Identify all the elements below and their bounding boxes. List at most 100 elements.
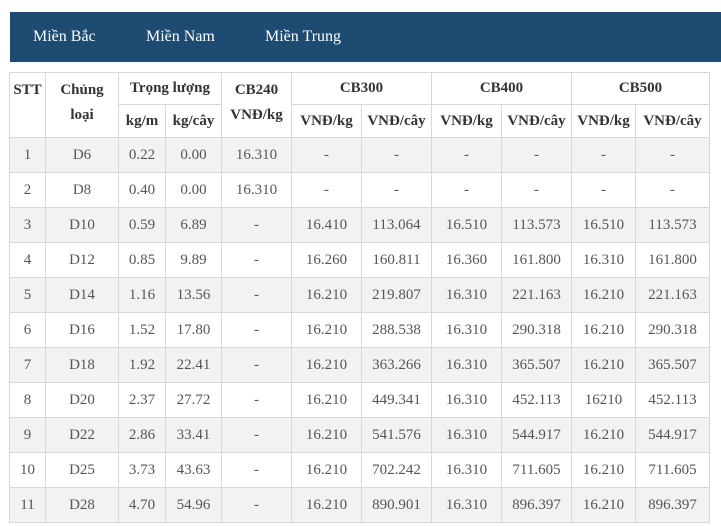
cell-kg-cay: 54.96 — [165, 487, 222, 523]
header-stt: STT — [9, 72, 46, 138]
cell-cb500-vnd-kg: 16.210 — [571, 312, 636, 348]
cell-cb300-vnd-cay: - — [361, 172, 432, 208]
cell-stt: 9 — [9, 417, 46, 453]
cell-kg-cay: 13.56 — [165, 277, 222, 313]
cell-cb300-vnd-cay: 363.266 — [361, 347, 432, 383]
cell-cb500-vnd-cay: 113.573 — [635, 207, 710, 243]
cell-cb300-vnd-kg: 16.260 — [291, 242, 362, 278]
header-kg-cay: kg/cây — [165, 104, 222, 138]
tab-mien-trung[interactable]: Miền Trung — [265, 28, 342, 45]
cell-chung-loai: D20 — [45, 382, 119, 418]
cell-cb500-vnd-cay: - — [635, 137, 710, 173]
cell-chung-loai: D10 — [45, 207, 119, 243]
cell-chung-loai: D12 — [45, 242, 119, 278]
cell-kg-m: 3.73 — [118, 452, 166, 488]
cell-kg-cay: 0.00 — [165, 172, 222, 208]
table-row: 4 D12 0.85 9.89-16.260 160.811 16.360 161.800 1… — [9, 242, 710, 278]
cell-chung-loai: D8 — [45, 172, 119, 208]
cell-cb300-vnd-cay: 541.576 — [361, 417, 432, 453]
cell-kg-m: 4.70 — [118, 487, 166, 523]
tab-mien-bac[interactable]: Miền Bắc — [33, 28, 96, 45]
cell-cb240-vnd-kg: - — [221, 312, 292, 348]
cell-cb500-vnd-kg: 16210 — [571, 382, 636, 418]
header-chung-loai: Chủng loại — [45, 72, 119, 138]
cell-cb500-vnd-cay: 221.163 — [635, 277, 710, 313]
table-row: 8 D20 2.37 27.72-16.210 449.341 16.310 452.113… — [9, 382, 710, 418]
cell-kg-cay: 17.80 — [165, 312, 222, 348]
cell-stt: 3 — [9, 207, 46, 243]
header-cb240: CB240 VNĐ/kg — [221, 72, 292, 138]
cell-cb500-vnd-kg: 16.210 — [571, 487, 636, 523]
cell-cb240-vnd-kg: 16.310 — [221, 172, 292, 208]
cell-kg-cay: 33.41 — [165, 417, 222, 453]
table-row: 3 D10 0.59 6.89-16.410 113.064 16.510 113.573 1… — [9, 207, 710, 243]
cell-stt: 6 — [9, 312, 46, 348]
tab-mien-nam[interactable]: Miền Nam — [146, 28, 215, 45]
cell-cb240-vnd-kg: - — [221, 242, 292, 278]
cell-kg-cay: 27.72 — [165, 382, 222, 418]
cell-cb300-vnd-kg: - — [291, 172, 362, 208]
cell-cb300-vnd-cay: - — [361, 137, 432, 173]
table-row: 9 D22 2.86 33.41-16.210 541.576 16.310 544.917… — [9, 417, 710, 453]
cell-cb400-vnd-cay: 711.605 — [501, 452, 572, 488]
cell-cb500-vnd-kg: 16.210 — [571, 417, 636, 453]
cell-chung-loai: D16 — [45, 312, 119, 348]
cell-cb300-vnd-kg: 16.410 — [291, 207, 362, 243]
cell-kg-m: 1.16 — [118, 277, 166, 313]
cell-cb240-vnd-kg: - — [221, 277, 292, 313]
cell-kg-m: 2.37 — [118, 382, 166, 418]
cell-cb500-vnd-cay: 711.605 — [635, 452, 710, 488]
cell-cb400-vnd-cay: 896.397 — [501, 487, 572, 523]
table-row: 11 D28 4.70 54.96-16.210 890.901 16.310 896.39… — [9, 487, 710, 523]
table-row: 2 D8 0.40 0.00 16.310- - - - - - — [9, 172, 710, 208]
header-cb500-vnd-cay: VNĐ/cây — [635, 104, 710, 138]
cell-kg-m: 1.92 — [118, 347, 166, 383]
cell-cb400-vnd-kg: - — [431, 172, 502, 208]
cell-kg-cay: 9.89 — [165, 242, 222, 278]
cell-cb500-vnd-cay: 544.917 — [635, 417, 710, 453]
cell-cb400-vnd-kg: 16.310 — [431, 382, 502, 418]
cell-cb240-vnd-kg: - — [221, 207, 292, 243]
cell-cb300-vnd-kg: 16.210 — [291, 382, 362, 418]
cell-cb300-vnd-cay: 160.811 — [361, 242, 432, 278]
cell-cb500-vnd-kg: 16.310 — [571, 242, 636, 278]
cell-cb400-vnd-kg: 16.310 — [431, 312, 502, 348]
cell-chung-loai: D28 — [45, 487, 119, 523]
cell-kg-cay: 22.41 — [165, 347, 222, 383]
cell-cb400-vnd-cay: - — [501, 137, 572, 173]
header-trong-luong: Trọng lượng — [118, 72, 222, 105]
cell-cb500-vnd-kg: - — [571, 172, 636, 208]
cell-stt: 5 — [9, 277, 46, 313]
cell-kg-m: 0.22 — [118, 137, 166, 173]
cell-cb500-vnd-cay: 896.397 — [635, 487, 710, 523]
cell-cb400-vnd-cay: 290.318 — [501, 312, 572, 348]
cell-chung-loai: D6 — [45, 137, 119, 173]
cell-cb500-vnd-kg: 16.210 — [571, 452, 636, 488]
header-cb400-vnd-cay: VNĐ/cây — [501, 104, 572, 138]
steel-price-table: STT Chủng loại Trọng lượng CB240 VNĐ/kg CB… — [9, 72, 710, 523]
region-tab-bar: Miền Bắc Miền Nam Miền Trung — [10, 12, 721, 62]
cell-kg-m: 0.40 — [118, 172, 166, 208]
cell-cb500-vnd-kg: 16.510 — [571, 207, 636, 243]
cell-cb300-vnd-kg: 16.210 — [291, 452, 362, 488]
cell-cb300-vnd-cay: 219.807 — [361, 277, 432, 313]
cell-cb300-vnd-cay: 702.242 — [361, 452, 432, 488]
cell-cb240-vnd-kg: - — [221, 417, 292, 453]
cell-cb400-vnd-kg: 16.310 — [431, 417, 502, 453]
cell-kg-m: 0.59 — [118, 207, 166, 243]
cell-cb240-vnd-kg: - — [221, 382, 292, 418]
cell-cb400-vnd-cay: 365.507 — [501, 347, 572, 383]
cell-cb300-vnd-kg: 16.210 — [291, 277, 362, 313]
cell-cb300-vnd-kg: 16.210 — [291, 312, 362, 348]
cell-cb300-vnd-kg: - — [291, 137, 362, 173]
cell-cb500-vnd-kg: - — [571, 137, 636, 173]
cell-cb300-vnd-kg: 16.210 — [291, 347, 362, 383]
cell-cb300-vnd-cay: 449.341 — [361, 382, 432, 418]
cell-cb240-vnd-kg: - — [221, 347, 292, 383]
cell-kg-cay: 43.63 — [165, 452, 222, 488]
cell-cb300-vnd-kg: 16.210 — [291, 487, 362, 523]
cell-cb500-vnd-cay: 452.113 — [635, 382, 710, 418]
table-row: 1 D6 0.22 0.00 16.310- - - - - - — [9, 137, 710, 173]
table-row: 7 D18 1.92 22.41-16.210 363.266 16.310 365.507… — [9, 347, 710, 383]
cell-kg-cay: 6.89 — [165, 207, 222, 243]
